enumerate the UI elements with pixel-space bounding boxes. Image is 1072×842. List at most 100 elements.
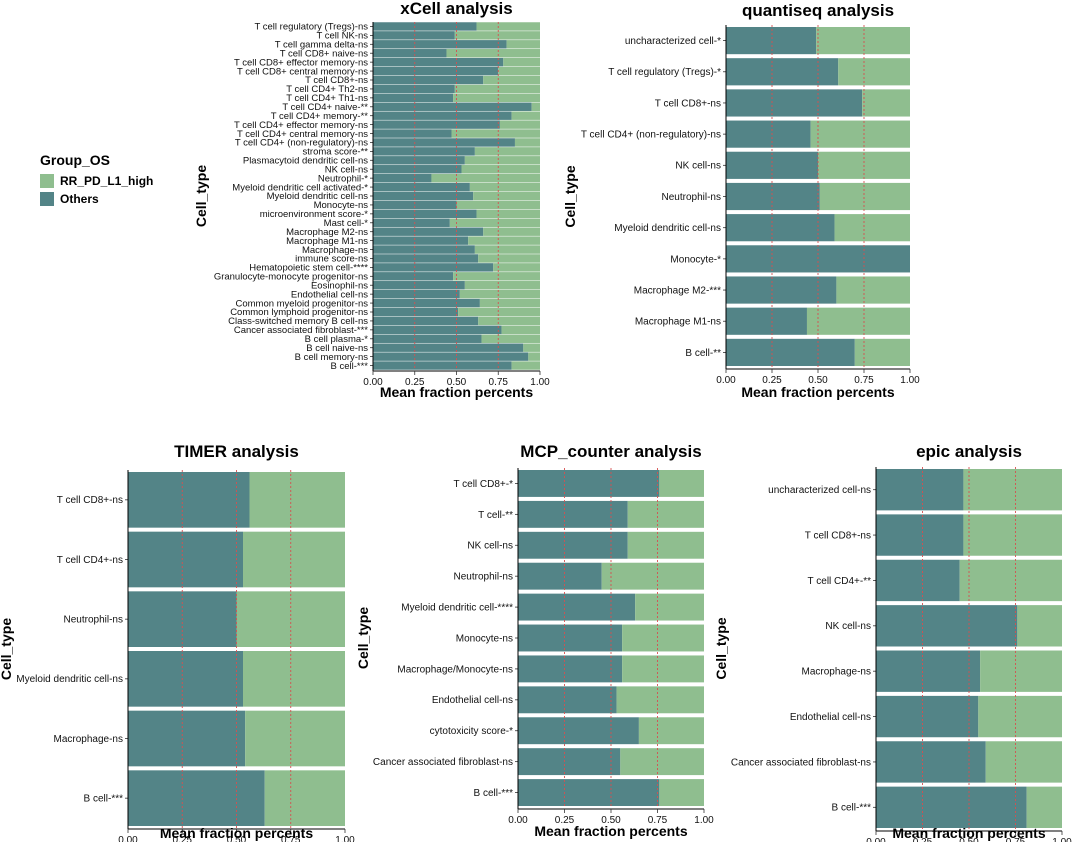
y-tick-label: T cell CD8+-ns <box>305 75 368 86</box>
bar-others <box>518 562 602 590</box>
y-tick-label: T cell-** <box>478 510 513 521</box>
y-tick-label: Neutrophil-ns <box>454 572 513 583</box>
y-tick-label: Eosinophil-ns <box>311 280 368 291</box>
bar-rr-pd-l1-high <box>985 741 1062 783</box>
y-tick-label: T cell regulatory (Tregs)-* <box>608 67 721 78</box>
x-tick-label: 0.00 <box>363 377 383 388</box>
bar-others <box>726 27 817 55</box>
bar-rr-pd-l1-high <box>836 276 910 304</box>
bar-rr-pd-l1-high <box>249 472 345 528</box>
y-tick-label: NK cell-ns <box>325 164 369 175</box>
bar-rr-pd-l1-high <box>454 84 540 94</box>
bar-others <box>726 182 820 211</box>
bar-rr-pd-l1-high <box>243 531 345 588</box>
y-tick-label: Neutrophil-ns <box>662 192 721 203</box>
bar-rr-pd-l1-high <box>659 470 704 497</box>
bar-rr-pd-l1-high <box>456 200 540 210</box>
bar-rr-pd-l1-high <box>531 102 540 111</box>
y-tick-label: T cell CD8+ effector memory-ns <box>234 57 368 68</box>
legend-key-rr-pd-l1-high <box>40 174 54 188</box>
bar-others <box>373 40 507 49</box>
bar-rr-pd-l1-high <box>478 254 540 263</box>
y-tick-label: T cell CD4+ central memory-ns <box>237 129 368 140</box>
panel-title: MCP_counter analysis <box>520 442 701 461</box>
y-axis-title: Cell_type <box>713 617 729 679</box>
bar-rr-pd-l1-high <box>483 227 540 236</box>
bar-others <box>726 120 811 148</box>
panel-quantiseq-analysis: quantiseq analysis uncharacterized cell-*… <box>562 1 920 400</box>
bar-rr-pd-l1-high <box>635 593 704 621</box>
y-axis-title: Cell_type <box>0 618 14 680</box>
y-tick-label: T cell gamma delta-ns <box>275 40 369 51</box>
bar-rr-pd-l1-high <box>622 624 704 652</box>
bar-rr-pd-l1-high <box>493 263 540 272</box>
y-tick-label: Macrophage M1-ns <box>635 317 721 328</box>
panel-mcp-counter-analysis: MCP_counter analysis T cell CD8+-* T cell-… <box>355 442 714 839</box>
bar-others <box>373 93 454 103</box>
y-tick-label: Macrophage-ns <box>802 667 871 678</box>
y-tick-label: T cell CD4+ naive-** <box>282 102 368 113</box>
x-tick-label: 0.75 <box>281 835 301 842</box>
bar-others <box>876 786 1027 828</box>
bar-others <box>518 686 617 714</box>
bar-others <box>726 89 863 117</box>
bar-others <box>128 651 244 707</box>
y-tick-label: NK cell-ns <box>467 541 513 552</box>
x-tick-label: 0.25 <box>555 815 575 826</box>
x-tick-label: 0.00 <box>508 815 528 826</box>
x-tick-label: 0.00 <box>716 375 736 386</box>
y-tick-label: T cell CD4+ Th2-ns <box>286 84 368 95</box>
y-tick-label: microenvironment score-* <box>260 209 369 220</box>
y-tick-label: T cell CD4+ (non-regulatory)-ns <box>581 130 721 141</box>
bar-rr-pd-l1-high <box>499 120 540 129</box>
legend-key-others <box>40 192 54 206</box>
bar-others <box>726 214 835 242</box>
y-tick-label: Cancer associated fibroblast-ns <box>373 757 513 768</box>
y-tick-label: B cell plasma-* <box>305 334 369 345</box>
y-tick-label: T cell CD8+-* <box>453 479 513 490</box>
bar-rr-pd-l1-high <box>461 165 540 174</box>
bar-others <box>373 289 460 299</box>
x-tick-label: 1.00 <box>335 835 355 842</box>
y-tick-label: T cell CD8+-ns <box>57 495 123 506</box>
bar-others <box>518 593 636 621</box>
bar-rr-pd-l1-high <box>963 514 1062 556</box>
y-tick-label: T cell CD4+ memory-** <box>271 111 369 122</box>
bar-rr-pd-l1-high <box>458 307 540 317</box>
panel-title: TIMER analysis <box>174 442 299 461</box>
bar-others <box>876 559 960 602</box>
bar-rr-pd-l1-high <box>959 559 1062 602</box>
bar-others <box>373 334 482 343</box>
x-tick-label: 0.50 <box>227 835 247 842</box>
y-tick-label: Myeloid dendritic cell activated-* <box>232 182 368 193</box>
bar-rr-pd-l1-high <box>449 218 540 227</box>
bar-rr-pd-l1-high <box>834 214 910 242</box>
x-tick-label: 1.00 <box>900 375 920 386</box>
y-tick-label: B cell-*** <box>331 361 369 372</box>
bar-others <box>726 58 839 86</box>
bar-others <box>373 218 450 227</box>
x-tick-label: 0.75 <box>854 375 874 386</box>
x-tick-label: 0.25 <box>405 377 425 388</box>
bar-others <box>373 102 532 111</box>
legend-label-others: Others <box>60 192 99 206</box>
bar-rr-pd-l1-high <box>506 40 540 49</box>
bar-others <box>518 748 621 776</box>
y-tick-label: Mast cell-* <box>324 218 369 229</box>
y-tick-label: T cell CD4+ effector memory-ns <box>234 120 368 131</box>
bar-others <box>518 717 639 745</box>
y-tick-label: Monocyte-ns <box>456 633 513 644</box>
y-tick-label: T cell regulatory (Tregs)-ns <box>254 22 368 33</box>
bar-rr-pd-l1-high <box>503 57 540 67</box>
panel-title: epic analysis <box>916 442 1022 461</box>
bar-others <box>373 84 455 94</box>
y-tick-label: Cancer associated fibroblast-ns <box>731 757 871 768</box>
y-tick-label: Macrophage M2-ns <box>286 227 368 238</box>
bar-rr-pd-l1-high <box>468 236 540 245</box>
y-tick-label: B cell-** <box>685 348 721 359</box>
x-tick-label: 0.75 <box>489 377 509 388</box>
y-axis-title: Cell_type <box>562 165 578 227</box>
bar-others <box>876 514 964 556</box>
bar-others <box>518 470 660 497</box>
